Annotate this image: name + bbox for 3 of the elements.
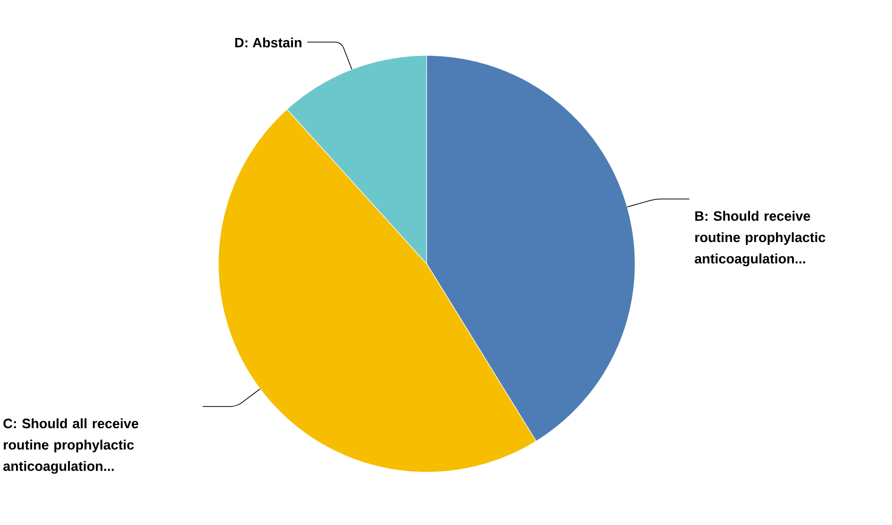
slice-label: D: Abstain — [235, 38, 302, 48]
slice-label: C: Should all receive routine prophylactic anticoagulation... — [3, 418, 138, 474]
slice-label: B: Should receive routine prophylactic anticoagulation... — [694, 210, 826, 266]
